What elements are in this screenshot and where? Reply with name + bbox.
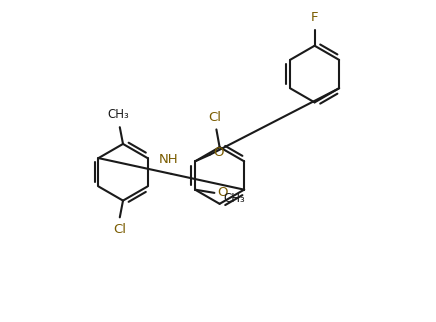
Text: NH: NH (158, 153, 178, 166)
Text: Cl: Cl (113, 223, 126, 236)
Text: F: F (311, 12, 318, 24)
Text: O: O (214, 146, 224, 159)
Text: Cl: Cl (208, 111, 221, 124)
Text: CH₃: CH₃ (107, 109, 129, 121)
Text: CH₃: CH₃ (223, 192, 245, 205)
Text: O: O (217, 186, 228, 199)
